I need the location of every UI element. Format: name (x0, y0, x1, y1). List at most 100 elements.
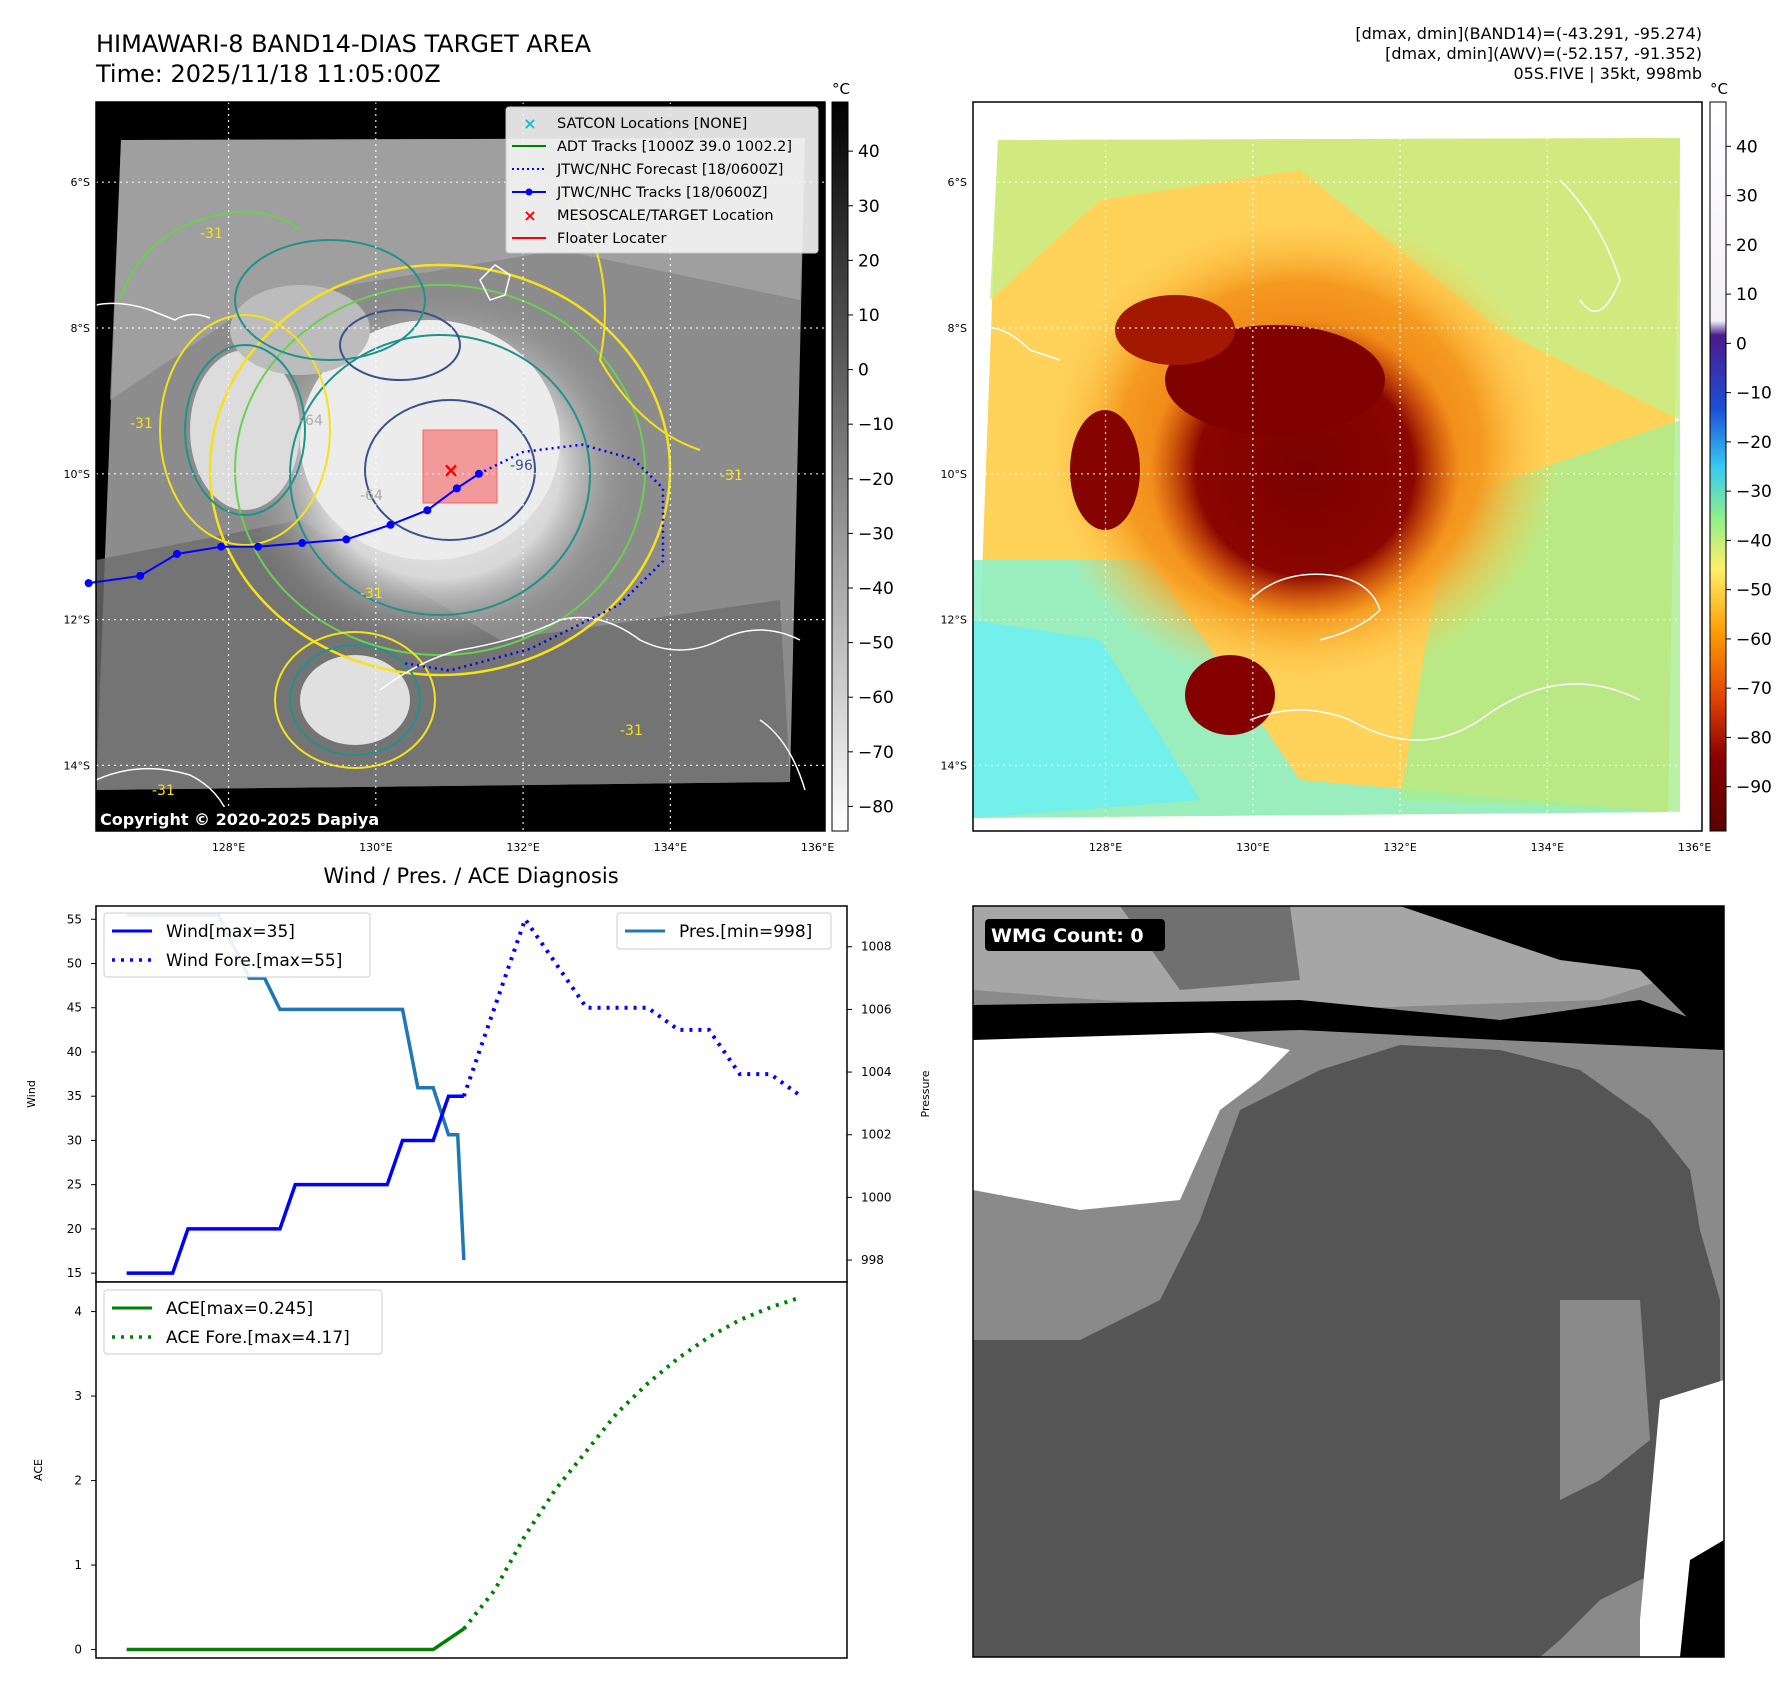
stats-band14: [dmax, dmin](BAND14)=(-43.291, -95.274) (1355, 24, 1702, 43)
ace-axis-label: ACE (32, 1459, 45, 1481)
ir-colorbar-tick: 20 (858, 251, 880, 271)
awv-coastline (1249, 573, 1381, 641)
pressure-tick: 1004 (861, 1065, 892, 1079)
awv-lat-tick: 8°S (948, 322, 967, 335)
ir-colorbar-tick: −70 (858, 743, 894, 763)
awv-lon-tick: 136°E (1678, 841, 1711, 854)
track-point (452, 484, 461, 493)
pressure-legend: Pres.[min=998] (616, 912, 832, 950)
ir-colorbar-tick: 40 (858, 142, 880, 162)
svg-text:-31: -31 (200, 226, 223, 242)
awv-lat-tick: 12°S (941, 614, 967, 627)
contour-teal (289, 334, 591, 616)
awv-colorbar-tick: −70 (1736, 679, 1772, 699)
jtwc-forecast-line (405, 443, 665, 672)
track-point (386, 520, 395, 529)
awv-colorbar-unit: °C (1710, 80, 1728, 98)
track-point (84, 579, 93, 588)
awv-colorbar-tick: −10 (1736, 384, 1772, 404)
awv-imagery (973, 138, 1680, 818)
track-point (173, 549, 181, 558)
track-point (342, 535, 351, 544)
pressure-tick: 1008 (861, 940, 892, 954)
wind-tick: 20 (67, 1222, 82, 1236)
svg-text:-64: -64 (300, 413, 323, 429)
legend-entry: ADT Tracks [1000Z 39.0 1002.2] (557, 139, 792, 155)
pressure-tick: 998 (861, 1253, 884, 1267)
pressure-tick: 1002 (861, 1128, 892, 1142)
legend-wind-forecast: Wind Fore.[max=55] (166, 951, 342, 971)
wmg-count: WMG Count: 0 (991, 925, 1144, 947)
series-wind (126, 1094, 464, 1275)
series-ace-fore (462, 1295, 802, 1631)
ace-chart: ACE 0 1 2 3 4 ACE[max=0.245] ACE Fore.[max=4… (32, 1281, 848, 1659)
wind-tick: 55 (67, 912, 82, 926)
track-point (474, 469, 483, 478)
awv-colorbar-tick: 20 (1736, 236, 1758, 256)
legend-symbol-x: × (523, 114, 536, 133)
contour-blue (364, 399, 536, 541)
ace-tick: 4 (74, 1305, 82, 1319)
ir-colorbar-tick: −40 (858, 579, 894, 599)
target-box (422, 429, 498, 504)
awv-colorbar-tick: −50 (1736, 581, 1772, 601)
wind-tick: 15 (67, 1266, 82, 1280)
ir-colorbar-tick: −10 (858, 415, 894, 435)
diagnosis-title: Wind / Pres. / ACE Diagnosis (323, 864, 618, 888)
awv-colorbar-tick: −90 (1736, 778, 1772, 798)
awv-map: 6°S 8°S 10°S 12°S 14°S 128°E 130°E 132°E 134°E 13… (941, 101, 1711, 854)
pressure-tick: 1000 (861, 1190, 892, 1204)
ir-lon-tick: 128°E (212, 841, 245, 854)
ir-colorbar-unit: °C (832, 80, 850, 98)
awv-gridlines (973, 102, 1702, 831)
awv-lon-tick: 130°E (1236, 841, 1269, 854)
ir-axis-ticks: 6°S 8°S 10°S 12°S 14°S 128°E 130°E 132°E 134°E 13… (64, 176, 835, 854)
wind-tick: 45 (67, 1001, 82, 1015)
ir-lon-tick: 132°E (506, 841, 539, 854)
pressure-tick: 1006 (861, 1002, 892, 1016)
awv-colorbar-tick: −80 (1736, 728, 1772, 748)
legend-symbol-x: × (523, 206, 536, 225)
svg-text:-31: -31 (360, 586, 383, 602)
ir-colorbar-tick: −30 (858, 524, 894, 544)
figure-time: Time: 2025/11/18 11:05:00Z (95, 60, 441, 88)
wind-tick: 50 (67, 957, 82, 971)
svg-text:-31: -31 (620, 723, 643, 739)
ace-tick: 0 (74, 1643, 82, 1657)
series-ace (126, 1627, 465, 1652)
legend-entry: JTWC/NHC Forecast [18/0600Z] (556, 162, 783, 178)
legend-wind: Wind[max=35] (166, 922, 295, 942)
coastline (96, 302, 211, 321)
awv-lon-tick: 134°E (1531, 841, 1564, 854)
svg-text:-96: -96 (510, 458, 533, 474)
svg-text:-31: -31 (720, 468, 743, 484)
awv-colorbar-tick: −20 (1736, 433, 1772, 453)
ace-legend: ACE[max=0.245] ACE Fore.[max=4.17] (103, 1289, 383, 1355)
ir-map: -31 -31 -64 -64 -96 -31 -31 -31 -31 × × S… (64, 101, 835, 854)
ir-lat-tick: 10°S (64, 468, 90, 481)
ir-colorbar-tick: −20 (858, 470, 894, 490)
stats-awv: [dmax, dmin](AWV)=(-52.157, -91.352) (1385, 44, 1702, 63)
ace-tick: 1 (74, 1558, 82, 1572)
ir-lat-tick: 8°S (71, 322, 90, 335)
awv-colorbar-tick: 30 (1736, 187, 1758, 207)
legend-ace: ACE[max=0.245] (166, 1299, 313, 1319)
wind-pressure-chart: Wind Pressure 15 20 25 30 35 40 45 50 55 998 1000… (25, 905, 932, 1283)
contour-green (234, 284, 646, 656)
track-point (298, 539, 307, 548)
wind-tick: 40 (67, 1045, 82, 1059)
legend-entry: JTWC/NHC Tracks [18/0600Z] (556, 185, 768, 201)
track-point (136, 571, 145, 580)
ir-lat-tick: 14°S (64, 759, 90, 772)
ace-tick: 3 (74, 1389, 82, 1403)
svg-text:-64: -64 (360, 488, 383, 504)
awv-lat-tick: 10°S (941, 468, 967, 481)
ir-lat-tick: 6°S (71, 176, 90, 189)
track-point (217, 542, 226, 551)
ir-lon-tick: 134°E (654, 841, 687, 854)
ir-colorbar: °C 40 30 20 10 0 −10 −20 −30 −40 −50 −60 −70 −80 (831, 80, 894, 832)
track-point (254, 542, 262, 551)
ir-colorbar-tick: 10 (858, 306, 880, 326)
wind-tick: 35 (67, 1089, 82, 1103)
